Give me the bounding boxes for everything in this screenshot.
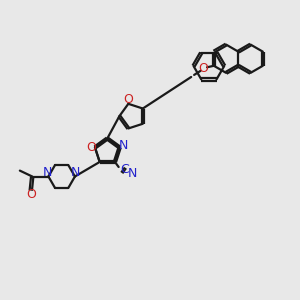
- Text: O: O: [26, 188, 36, 201]
- Text: O: O: [86, 141, 96, 154]
- Text: O: O: [123, 93, 133, 106]
- Text: O: O: [199, 62, 208, 75]
- Text: N: N: [128, 167, 137, 180]
- Text: C: C: [121, 163, 129, 176]
- Text: N: N: [119, 139, 128, 152]
- Text: N: N: [43, 166, 52, 179]
- Text: N: N: [71, 166, 80, 179]
